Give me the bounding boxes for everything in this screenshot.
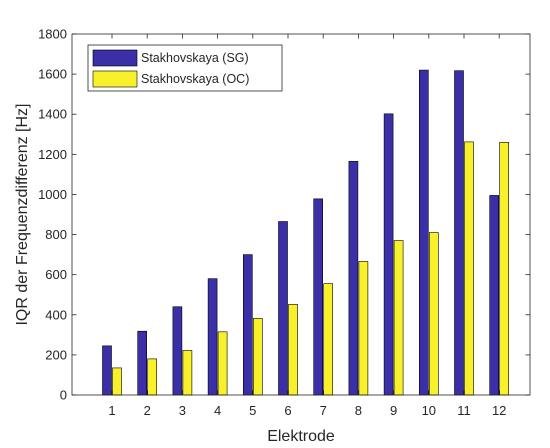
legend: Stakhovskaya (SG) Stakhovskaya (OC) [87, 44, 283, 92]
x-tick-label: 1 [108, 403, 115, 418]
bar-oc-1 [112, 367, 122, 396]
bar-oc-12 [499, 142, 510, 396]
y-tick-label: 400 [45, 307, 67, 322]
y-axis-ticks: 0 200 400 600 800 1000 1200 1400 1600 1800 [38, 27, 530, 403]
x-axis-ticks: 1 2 3 4 5 6 7 8 9 10 11 12 [108, 34, 506, 418]
y-tick-label: 1200 [38, 147, 67, 162]
y-tick-label: 1400 [38, 107, 67, 122]
y-axis-label: IQR der Frequenzdifferenz [Hz] [14, 103, 31, 325]
y-tick-label: 1800 [38, 27, 67, 42]
x-tick-label: 3 [179, 403, 186, 418]
bar-sg-2 [137, 330, 147, 396]
x-tick-label: 5 [249, 403, 256, 418]
bar-sg-3 [172, 306, 183, 396]
legend-swatch-sg [92, 49, 138, 67]
y-tick-label: 800 [45, 227, 67, 242]
bar-sg-9 [383, 113, 394, 396]
bar-oc-6 [288, 304, 298, 396]
x-tick-label: 2 [144, 403, 151, 418]
bar-sg-5 [243, 254, 253, 396]
plot-area [72, 34, 530, 395]
x-tick-label: 4 [214, 403, 221, 418]
x-tick-label: 7 [320, 403, 327, 418]
bar-oc-5 [253, 318, 263, 396]
bar-oc-7 [323, 283, 334, 396]
bar-sg-6 [278, 221, 288, 396]
x-tick-label: 11 [457, 403, 471, 418]
legend-label-sg: Stakhovskaya (SG) [141, 51, 249, 65]
bar-oc-8 [358, 261, 369, 396]
bar-sg-8 [348, 161, 359, 396]
bar-sg-11 [454, 70, 464, 396]
bar-sg-1 [102, 345, 112, 396]
legend-swatch-oc [92, 70, 138, 88]
bar-oc-9 [393, 240, 404, 396]
y-tick-label: 1000 [38, 187, 67, 202]
bar-oc-4 [217, 331, 228, 396]
x-tick-label: 10 [422, 403, 436, 418]
x-axis-label: Elektrode [267, 428, 335, 445]
bar-oc-11 [464, 141, 474, 396]
bar-sg-10 [418, 69, 429, 396]
bar-sg-4 [207, 278, 218, 396]
bar-oc-2 [147, 358, 157, 396]
bar-oc-3 [182, 350, 193, 396]
y-tick-label: 600 [45, 267, 67, 282]
bar-oc-10 [428, 232, 439, 396]
x-tick-label: 9 [390, 403, 397, 418]
x-tick-label: 6 [284, 403, 291, 418]
y-tick-label: 0 [60, 388, 67, 403]
x-tick-label: 8 [355, 403, 362, 418]
bar-sg-7 [313, 198, 324, 396]
x-tick-label: 12 [492, 403, 506, 418]
plot-frame [71, 33, 531, 396]
legend-label-oc: Stakhovskaya (OC) [141, 72, 249, 86]
y-tick-label: 200 [45, 347, 67, 362]
y-tick-label: 1600 [38, 67, 67, 82]
bar-sg-12 [489, 195, 500, 396]
